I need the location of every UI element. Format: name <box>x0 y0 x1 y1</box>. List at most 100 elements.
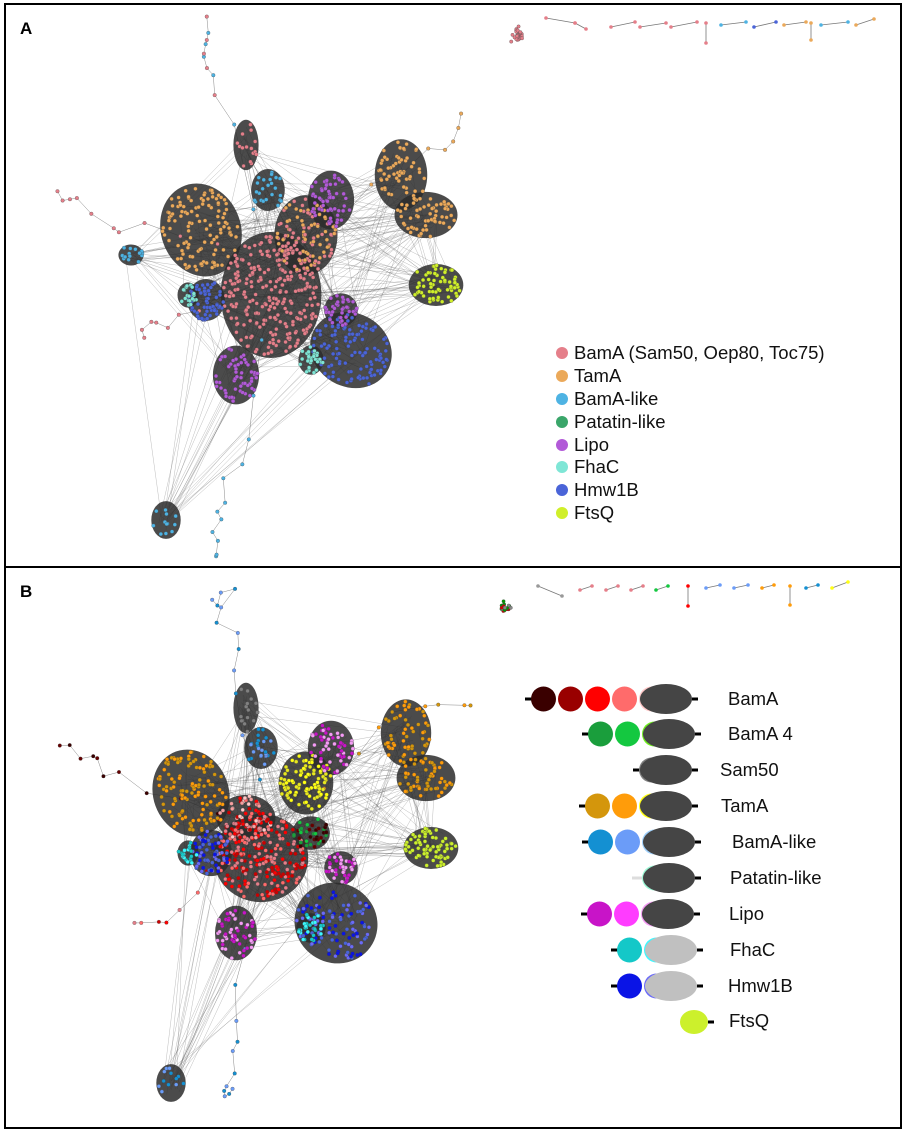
node <box>139 327 144 332</box>
node <box>230 878 235 883</box>
edge <box>118 222 145 233</box>
node <box>347 309 352 314</box>
node <box>287 202 292 207</box>
node <box>302 331 307 336</box>
node <box>442 278 447 283</box>
node <box>319 188 324 193</box>
node <box>199 316 204 321</box>
node <box>341 931 346 936</box>
node <box>230 1049 235 1053</box>
node <box>278 276 283 281</box>
node <box>210 764 215 769</box>
node <box>288 851 293 856</box>
node <box>164 920 169 925</box>
node <box>285 793 290 798</box>
node <box>411 160 416 165</box>
node <box>421 228 426 233</box>
potra-domain <box>585 793 610 819</box>
node <box>408 757 413 762</box>
node <box>301 328 306 333</box>
node <box>330 374 335 379</box>
node <box>197 287 202 292</box>
node <box>442 779 447 784</box>
node <box>294 784 299 789</box>
node <box>409 164 414 169</box>
edge <box>805 584 819 589</box>
node <box>397 173 402 178</box>
node <box>266 345 271 350</box>
node <box>286 336 291 341</box>
node <box>309 358 314 363</box>
node <box>315 359 320 364</box>
node <box>312 336 317 341</box>
node <box>233 982 238 987</box>
node <box>288 860 293 865</box>
legend-dot-patatin-like <box>556 415 568 428</box>
node <box>178 203 183 208</box>
node <box>442 849 447 854</box>
node <box>228 362 233 367</box>
node <box>333 182 338 187</box>
node <box>347 755 352 760</box>
node <box>197 777 202 782</box>
node <box>270 192 275 197</box>
node <box>437 765 442 770</box>
edge <box>655 585 669 591</box>
node <box>303 271 308 276</box>
node <box>240 733 245 738</box>
node <box>67 743 72 748</box>
node <box>226 309 231 314</box>
node <box>224 394 229 399</box>
node <box>303 314 308 319</box>
edge <box>720 21 747 26</box>
node <box>309 223 314 228</box>
node <box>273 186 278 191</box>
node <box>410 848 415 853</box>
legend-a-item: Patatin-like <box>556 410 825 433</box>
node <box>128 246 133 251</box>
node <box>392 743 397 748</box>
edge <box>80 755 94 759</box>
node <box>268 840 273 845</box>
node <box>244 276 249 282</box>
node <box>232 122 237 127</box>
node <box>421 293 426 299</box>
node <box>353 311 358 317</box>
node <box>299 288 304 293</box>
node <box>290 873 295 878</box>
node <box>222 1094 227 1099</box>
node <box>231 293 236 298</box>
node <box>326 375 331 380</box>
node <box>169 777 174 782</box>
node <box>346 903 351 908</box>
edge <box>705 584 721 589</box>
edge <box>425 704 439 707</box>
node <box>331 195 336 200</box>
node <box>382 186 387 191</box>
edge <box>236 1020 238 1042</box>
node <box>295 316 300 321</box>
edge <box>96 758 104 777</box>
node <box>294 247 299 252</box>
node <box>316 302 321 307</box>
node <box>385 740 390 745</box>
node <box>293 330 298 335</box>
node <box>170 211 175 216</box>
node <box>426 777 431 782</box>
node <box>363 350 368 355</box>
node <box>445 855 450 860</box>
node <box>444 215 449 220</box>
node <box>327 253 332 259</box>
node <box>404 142 409 147</box>
node <box>248 860 253 865</box>
node <box>180 788 185 793</box>
node <box>440 839 445 844</box>
node <box>336 744 341 749</box>
node <box>221 285 226 290</box>
edge <box>428 148 446 151</box>
domain-label-sam50: Sam50 <box>720 759 779 780</box>
node <box>372 346 377 351</box>
node <box>276 339 281 344</box>
node <box>323 776 328 781</box>
node <box>325 741 330 746</box>
